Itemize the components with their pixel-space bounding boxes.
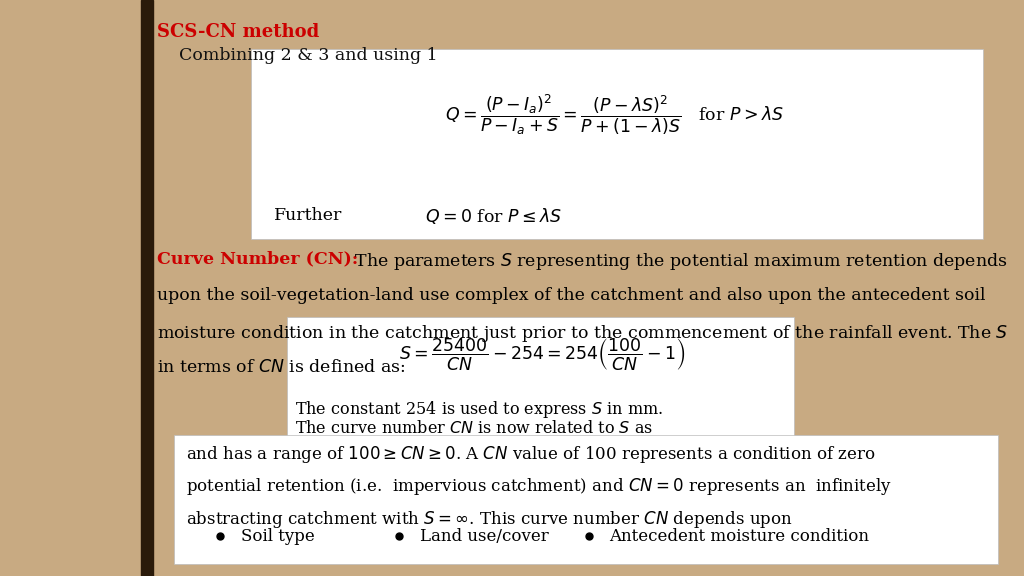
Text: $Q = \dfrac{(P - I_a)^2}{P - I_a + S} = \dfrac{(P - \lambda S)^2}{P + (1-\lambda: $Q = \dfrac{(P - I_a)^2}{P - I_a + S} = … bbox=[445, 93, 783, 138]
Text: moisture condition in the catchment just prior to the commencement of the rainfa: moisture condition in the catchment just… bbox=[157, 323, 1008, 344]
Text: and has a range of $100 \geq CN \geq 0$. A $CN$ value of 100 represents a condit: and has a range of $100 \geq CN \geq 0$.… bbox=[186, 444, 876, 464]
Text: The parameters $S$ representing the potential maximum retention depends: The parameters $S$ representing the pote… bbox=[349, 251, 1008, 271]
FancyBboxPatch shape bbox=[287, 317, 794, 464]
FancyBboxPatch shape bbox=[174, 435, 998, 564]
Text: $CN = \dfrac{25400}{S + 254}$: $CN = \dfrac{25400}{S + 254}$ bbox=[414, 444, 528, 479]
Text: abstracting catchment with $S = \infty$. This curve number $CN$ depends upon: abstracting catchment with $S = \infty$.… bbox=[186, 509, 793, 530]
FancyBboxPatch shape bbox=[251, 49, 983, 239]
Text: $Q = 0$ for $P \leq \lambda S$: $Q = 0$ for $P \leq \lambda S$ bbox=[425, 206, 562, 226]
Text: Curve Number (CN):: Curve Number (CN): bbox=[157, 251, 358, 268]
Text: potential retention (i.e.  impervious catchment) and $CN = 0$ represents an  inf: potential retention (i.e. impervious cat… bbox=[186, 476, 893, 497]
Text: in terms of $CN$ is defined as:: in terms of $CN$ is defined as: bbox=[157, 359, 406, 377]
Text: Further: Further bbox=[274, 207, 343, 225]
Bar bbox=[141, 0, 153, 576]
Text: Soil type: Soil type bbox=[241, 528, 314, 545]
Text: Antecedent moisture condition: Antecedent moisture condition bbox=[609, 528, 869, 545]
Text: The constant 254 is used to express $S$ in mm.: The constant 254 is used to express $S$ … bbox=[295, 399, 663, 419]
Text: The curve number $CN$ is now related to $S$ as: The curve number $CN$ is now related to … bbox=[295, 420, 653, 438]
Text: upon the soil-vegetation-land use complex of the catchment and also upon the ant: upon the soil-vegetation-land use comple… bbox=[157, 287, 985, 304]
Text: Land use/cover: Land use/cover bbox=[420, 528, 549, 545]
Text: $S = \dfrac{25400}{CN} - 254 = 254\left(\dfrac{100}{CN} - 1\right)$: $S = \dfrac{25400}{CN} - 254 = 254\left(… bbox=[399, 336, 686, 372]
Text: Combining 2 & 3 and using 1: Combining 2 & 3 and using 1 bbox=[157, 47, 437, 65]
Text: SCS-CN method: SCS-CN method bbox=[157, 23, 318, 41]
